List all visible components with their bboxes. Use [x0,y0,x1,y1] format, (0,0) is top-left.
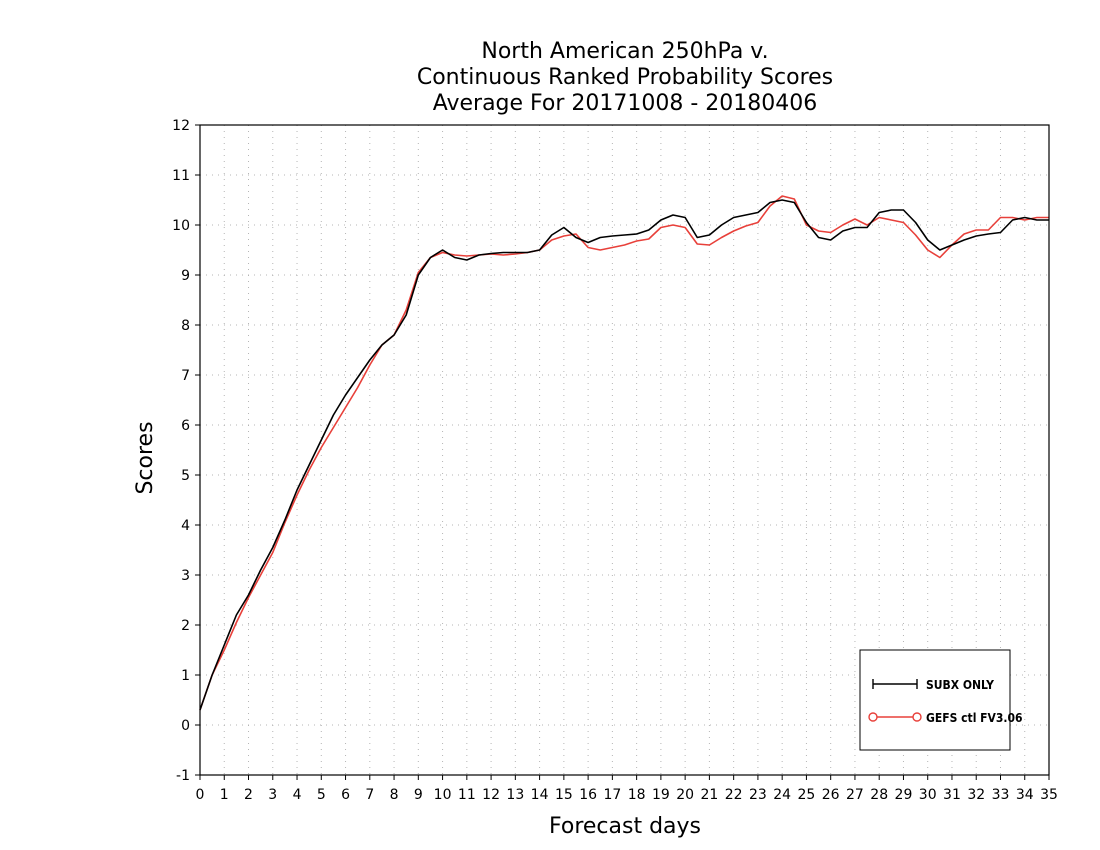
series-line-gefs-ctl-fv3 [199,195,1049,711]
plot-frame [199,124,1050,776]
y-tick-label: 6 [181,418,190,434]
y-tick-label: 8 [181,318,190,334]
legend-entry-gefs: GEFS ctl FV3.06 [868,711,1023,725]
legend-marker-circle-right [912,712,922,722]
title-line-1: North American 250hPa v. [481,39,768,64]
x-tick-label: 12 [482,787,500,803]
x-tick-label: 23 [749,787,767,803]
x-tick-label: 4 [293,787,302,803]
x-tick-label: 13 [506,787,524,803]
y-tick-label: 2 [181,618,190,634]
y-tick-label: 4 [181,518,190,534]
x-tick-label: 8 [390,787,399,803]
y-tick-label: 5 [181,468,190,484]
grid [200,125,1049,775]
x-tick-label: 7 [365,787,374,803]
legend-marker-circle-left [868,712,878,722]
x-tick-label: 35 [1040,787,1058,803]
x-tick-label: 34 [1016,787,1034,803]
x-tick-label: 22 [725,787,743,803]
y-tick-label: 9 [181,268,190,284]
x-tick-label: 3 [268,787,277,803]
title-line-3: Average For 20171008 - 20180406 [433,91,818,116]
x-tick-label: 16 [579,787,597,803]
x-tick-label: 27 [846,787,864,803]
x-tick-label: 6 [341,787,350,803]
series-layer [199,195,1049,711]
x-tick-label: 32 [967,787,985,803]
x-tick-label: 21 [700,787,718,803]
x-tick-label: 18 [628,787,646,803]
x-tick-label: 0 [196,787,205,803]
x-tick-label: 30 [919,787,937,803]
series-line-subx-only [199,199,1049,711]
x-tick-label: 11 [458,787,476,803]
y-tick-label: 7 [181,368,190,384]
x-tick-label: 31 [943,787,961,803]
y-tick-label: 3 [181,568,190,584]
y-tick-label: 10 [172,218,190,234]
x-tick-label: 1 [220,787,229,803]
y-tick-label: 11 [172,168,190,184]
x-tick-label: 2 [244,787,253,803]
title-line-2: Continuous Ranked Probability Scores [417,65,833,90]
x-tick-label: 25 [798,787,816,803]
y-tick-label: 0 [181,718,190,734]
legend-entry-subx: SUBX ONLY [872,678,994,692]
legend-box [859,649,1011,751]
x-tick-label: 19 [652,787,670,803]
x-tick-label: 17 [603,787,621,803]
x-tick-label: 5 [317,787,326,803]
x-axis-label: Forecast days [549,814,701,839]
axis-ticks: 0 1 2 3 4 5 6 7 8 9 10 11 12 13 14 15 16 17 18 19 20 21 22 23 24… [172,118,1058,803]
legend-label-gefs: GEFS ctl FV3.06 [926,711,1023,725]
y-axis-label: Scores [133,421,158,494]
y-tick-label: 1 [181,668,190,684]
legend: SUBX ONLY GEFS ctl FV3.06 [859,649,1023,751]
x-tick-label: 28 [870,787,888,803]
x-tick-label: 14 [531,787,549,803]
chart-title: North American 250hPa v. Continuous Rank… [417,39,833,116]
y-tick-label: -1 [176,768,190,784]
x-tick-label: 10 [434,787,452,803]
legend-label-subx: SUBX ONLY [926,678,994,692]
x-tick-label: 26 [822,787,840,803]
x-tick-label: 29 [895,787,913,803]
x-tick-label: 9 [414,787,423,803]
x-tick-label: 24 [773,787,791,803]
y-tick-label: 12 [172,118,190,134]
x-tick-label: 20 [676,787,694,803]
x-tick-label: 33 [992,787,1010,803]
x-tick-label: 15 [555,787,573,803]
